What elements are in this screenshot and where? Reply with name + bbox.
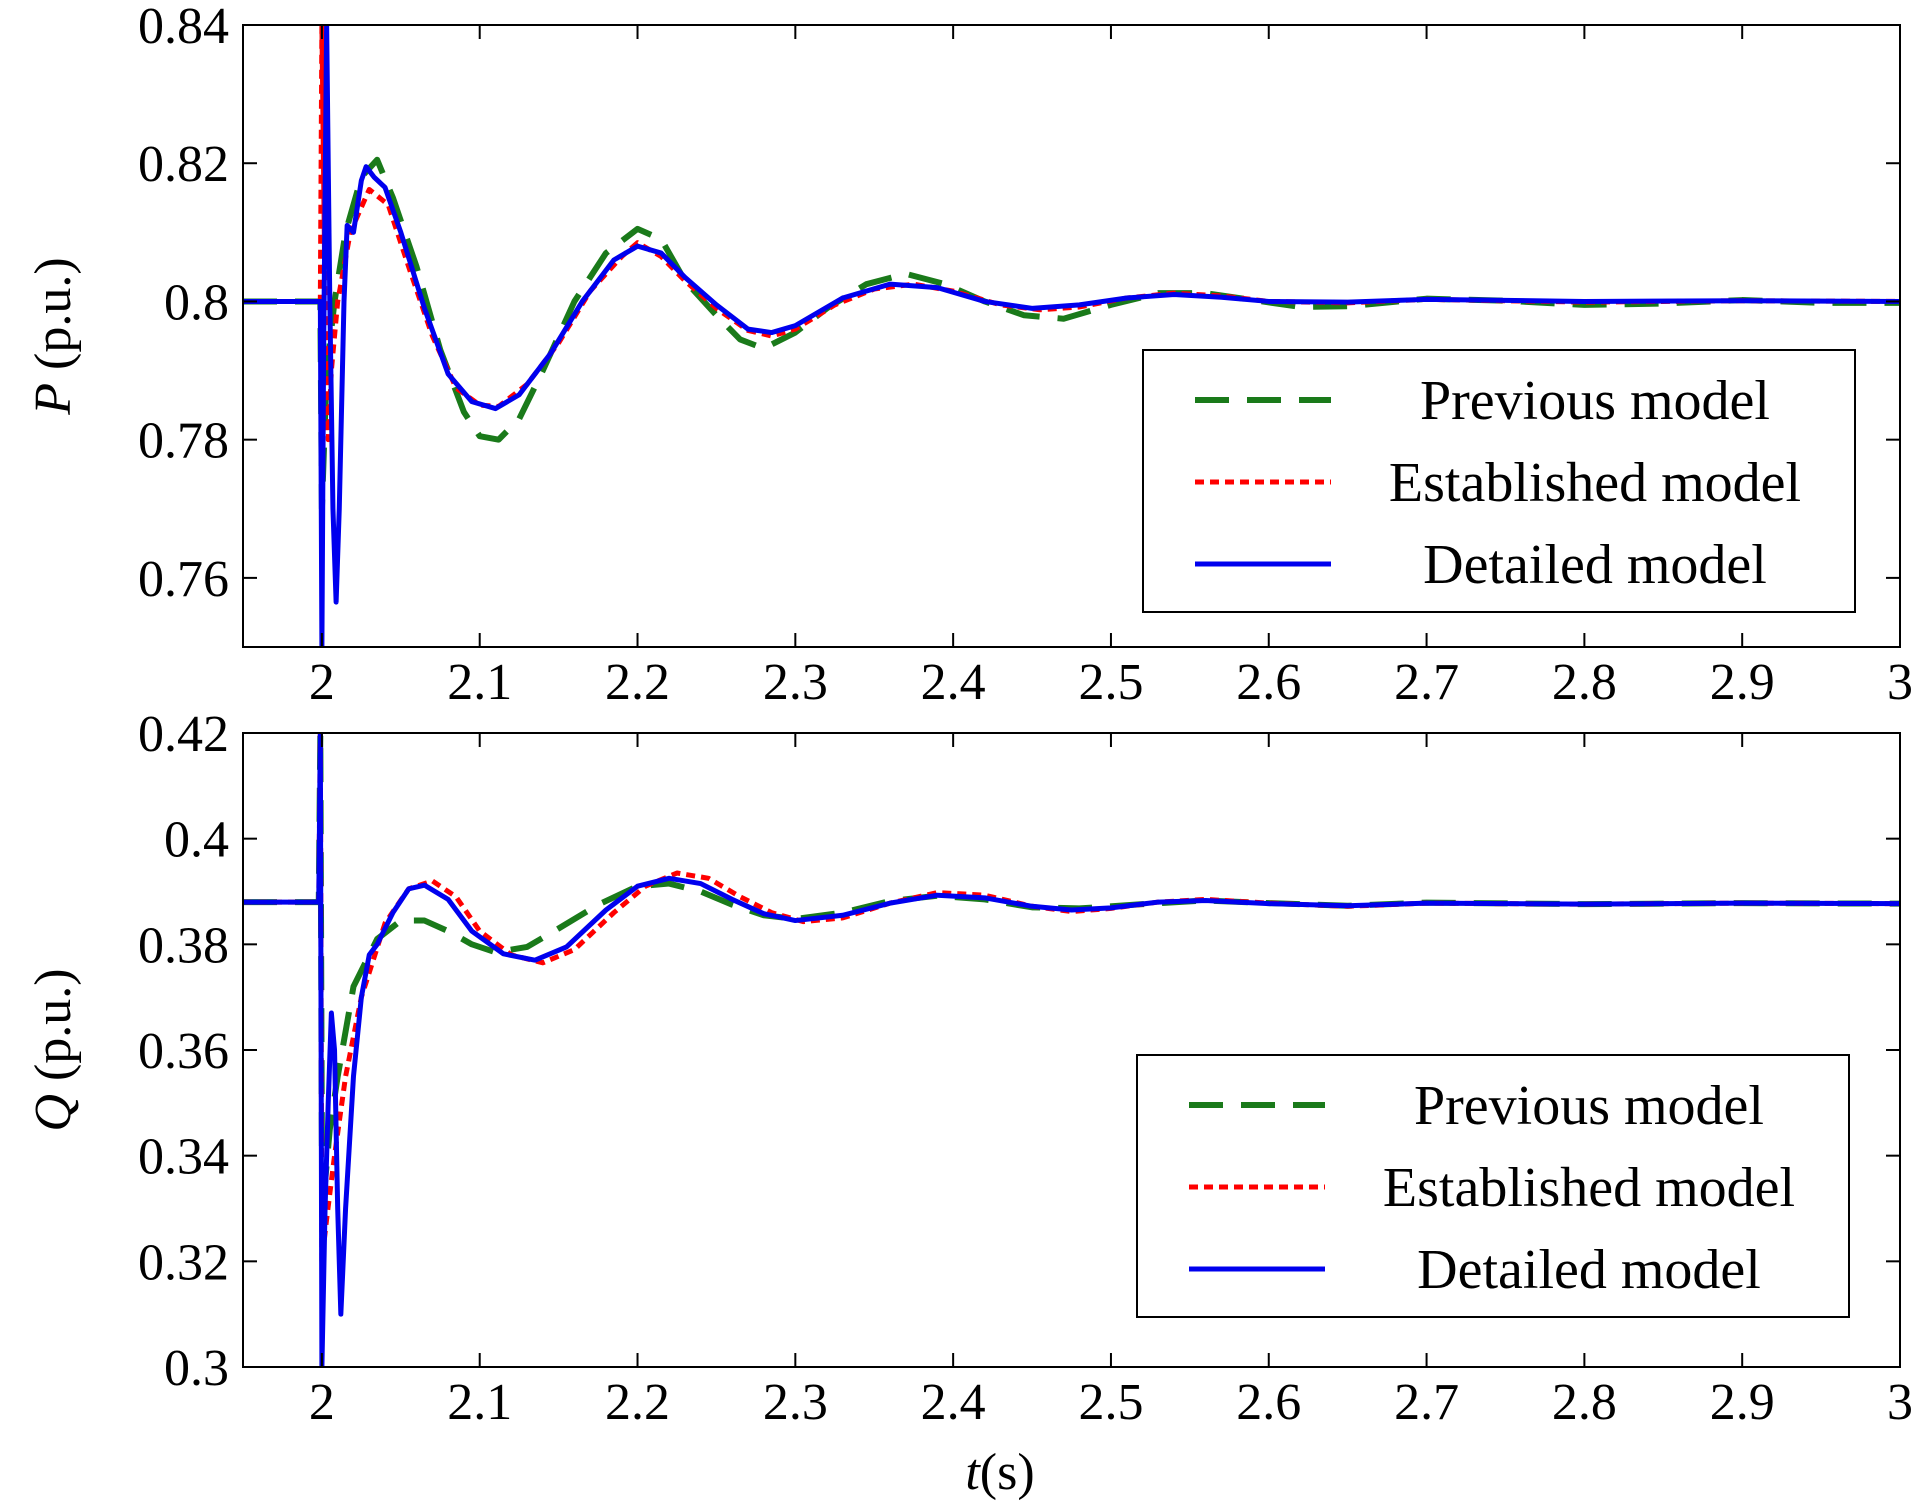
y-axis-label-unit: (p.u.) <box>25 257 82 383</box>
legend-label: Previous model <box>1420 370 1770 432</box>
legend-label: Detailed model <box>1417 1239 1761 1301</box>
x-tick-label: 2.6 <box>1236 1374 1301 1431</box>
y-tick-label: 0.76 <box>138 551 229 608</box>
legend-label: Established model <box>1383 1157 1795 1219</box>
x-tick-label: 2.2 <box>605 1374 670 1431</box>
series-line-detailed-model <box>243 733 1900 1367</box>
legend: Previous model Established model Detailed … <box>1142 349 1856 613</box>
axes-box <box>242 24 1901 648</box>
y-tick-label: 0.4 <box>164 812 229 869</box>
y-tick-label: 0.84 <box>138 0 229 55</box>
x-tick-label: 2.1 <box>447 654 512 711</box>
y-axis-label-unit: (p.u.) <box>25 968 82 1094</box>
series-line-previous-model <box>243 156 1900 512</box>
x-tick-label: 2.7 <box>1394 654 1459 711</box>
x-tick-label: 2.3 <box>763 1374 828 1431</box>
x-tick-label: 2.4 <box>921 1374 986 1431</box>
x-axis-label-italic: t <box>965 1444 981 1501</box>
legend-label: Established model <box>1389 452 1801 514</box>
x-tick-label: 2.8 <box>1552 654 1617 711</box>
series-lines <box>243 25 1900 647</box>
y-axis-label: Q (p.u.) <box>25 968 82 1131</box>
legend: Previous model Established model Detailed … <box>1136 1054 1850 1318</box>
x-tick-label: 2.4 <box>921 654 986 711</box>
top-panel-p: 2 2.1 2.2 2.3 2.4 2.5 2.6 2.7 2.8 2.9 3 0.76 0.78 0.8… <box>25 0 1913 711</box>
x-tick-label: 2.3 <box>763 654 828 711</box>
x-tick-label: 3 <box>1887 654 1913 711</box>
x-tick-label: 2.9 <box>1710 1374 1775 1431</box>
x-tick-label: 2.6 <box>1236 654 1301 711</box>
series-lines <box>243 733 1900 1367</box>
y-tick-label: 0.36 <box>138 1023 229 1080</box>
y-tick-label: 0.32 <box>138 1234 229 1291</box>
x-tick-label: 2 <box>309 1374 335 1431</box>
y-tick-label: 0.8 <box>164 274 229 331</box>
series-line-previous-model <box>243 733 1900 1186</box>
series-line-detailed-model <box>243 25 1900 647</box>
y-axis-label: P (p.u.) <box>25 257 82 415</box>
y-axis-label-italic: P <box>25 383 82 416</box>
x-tick-label: 2.8 <box>1552 1374 1617 1431</box>
x-axis-label-unit: (s) <box>980 1444 1035 1501</box>
y-tick-label: 0.42 <box>138 706 229 763</box>
y-tick-label: 0.3 <box>164 1340 229 1397</box>
y-tick-label: 0.78 <box>138 413 229 470</box>
y-tick-label: 0.38 <box>138 917 229 974</box>
x-tick-label: 2.2 <box>605 654 670 711</box>
y-tick-label: 0.82 <box>138 136 229 193</box>
y-axis-label-italic: Q <box>25 1094 82 1132</box>
legend-label: Previous model <box>1414 1075 1764 1137</box>
x-axis-label: t(s) <box>965 1444 1034 1501</box>
x-tick-label: 2.1 <box>447 1374 512 1431</box>
bottom-panel-q: 2 2.1 2.2 2.3 2.4 2.5 2.6 2.7 2.8 2.9 3 0.3 0.32 0.34… <box>25 706 1913 1431</box>
x-tick-label: 2.5 <box>1078 1374 1143 1431</box>
x-tick-label: 2.9 <box>1710 654 1775 711</box>
y-tick-label: 0.34 <box>138 1129 229 1186</box>
x-tick-label: 2.5 <box>1078 654 1143 711</box>
x-tick-label: 3 <box>1887 1374 1913 1431</box>
x-tick-label: 2 <box>309 654 335 711</box>
legend-label: Detailed model <box>1423 534 1767 596</box>
x-tick-label: 2.7 <box>1394 1374 1459 1431</box>
